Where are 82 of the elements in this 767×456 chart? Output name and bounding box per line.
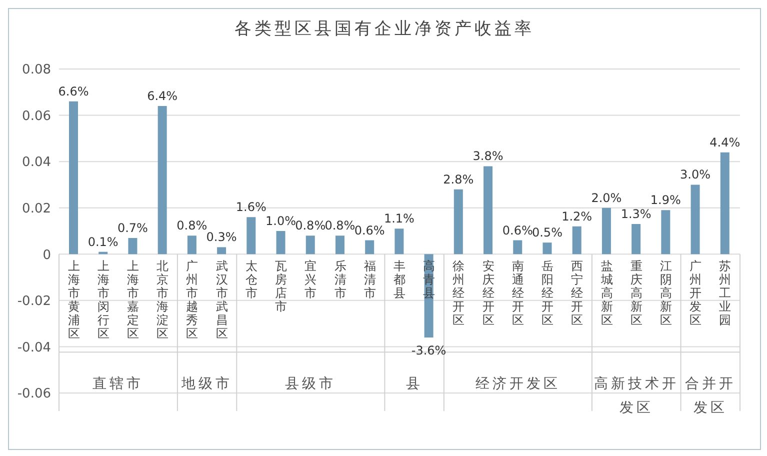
annotation: 县 xyxy=(406,376,423,392)
x-tick-label: 苏州工业园 xyxy=(719,259,732,328)
x-tick-label: 宜兴市 xyxy=(304,259,317,300)
data-label: -3.6% xyxy=(411,343,446,358)
data-label: 0.3% xyxy=(206,230,237,244)
annotation: 地级市 xyxy=(180,376,233,392)
x-tick-label: 盐城高新区 xyxy=(600,259,613,328)
bar xyxy=(572,226,582,254)
bar xyxy=(661,210,670,254)
data-label: 0.1% xyxy=(88,234,118,249)
data-label: 0.8% xyxy=(176,218,208,233)
chart-title: 各类型区县国有企业净资产收益率 xyxy=(234,18,536,40)
data-label: 6.4% xyxy=(147,89,178,104)
x-tick-label: 徐州经开区 xyxy=(452,259,465,328)
bar xyxy=(365,240,374,254)
annotation: 县级市 xyxy=(285,376,336,392)
x-tick-label: 江阴高新区 xyxy=(660,259,672,328)
bar xyxy=(246,217,256,254)
x-tick-label: 北京市海淀区 xyxy=(156,259,169,341)
data-label: 3.8% xyxy=(472,149,504,164)
bar xyxy=(484,166,493,254)
x-tick-label: 西宁经开区 xyxy=(571,259,584,328)
data-label: 4.4% xyxy=(710,135,740,150)
bar xyxy=(720,152,730,254)
data-label: 0.8% xyxy=(295,218,326,233)
bar xyxy=(158,106,167,254)
bar xyxy=(187,236,196,254)
x-tick-label: 南通经开区 xyxy=(512,259,524,328)
x-tick-label: 瓦房店市 xyxy=(275,259,288,314)
x-tick-label: 上海市闵行区 xyxy=(97,259,110,341)
data-label: 2.8% xyxy=(443,172,474,186)
annotation: 直辖市 xyxy=(92,376,144,392)
data-label: 1.9% xyxy=(650,193,681,208)
bar xyxy=(454,189,463,254)
data-label: 1.6% xyxy=(236,200,266,214)
x-tick-label: 岳阳经开区 xyxy=(542,259,554,328)
x-tick-label: 丰都县 xyxy=(394,259,406,300)
data-label: 1.2% xyxy=(562,209,592,224)
x-tick-label: 广州市越秀区 xyxy=(186,259,198,341)
y-tick-label: -0.04 xyxy=(17,340,51,356)
bar xyxy=(632,224,641,254)
bar xyxy=(217,247,226,254)
y-tick-label: 0.08 xyxy=(22,62,51,78)
bar xyxy=(690,184,700,254)
y-tick-label: -0.02 xyxy=(17,294,51,310)
bar xyxy=(306,236,315,254)
data-label: 0.6% xyxy=(502,223,533,238)
x-tick-label: 太仓市 xyxy=(245,259,258,300)
annotation: 高新技术开发区 xyxy=(594,376,679,416)
data-label: 6.6% xyxy=(58,84,89,98)
x-tick-label: 武汉市武昌区 xyxy=(216,259,228,341)
y-tick-label: 0.02 xyxy=(22,201,51,216)
data-label: 0.5% xyxy=(532,226,562,240)
bar xyxy=(128,238,138,254)
y-tick-label: 0 xyxy=(42,248,51,263)
data-label: 1.1% xyxy=(384,212,414,226)
annotation: 经济开发区 xyxy=(475,376,560,392)
x-tick-label: 乐清市 xyxy=(334,259,346,300)
y-tick-label: -0.06 xyxy=(17,386,51,402)
bar xyxy=(335,236,344,254)
bar xyxy=(602,208,611,254)
data-label: 3.0% xyxy=(680,168,711,182)
x-tick-label: 广州开发区 xyxy=(690,259,702,328)
y-tick-label: 0.04 xyxy=(22,155,51,170)
x-tick-label: 福清市 xyxy=(364,259,376,300)
x-tick-label: 重庆高新区 xyxy=(630,259,642,328)
bar xyxy=(513,240,522,254)
bar xyxy=(69,101,78,254)
annotation: 合并开发区 xyxy=(684,376,736,416)
data-label: 1.0% xyxy=(266,214,296,228)
data-label: 0.6% xyxy=(354,223,385,238)
y-tick-label: 0.06 xyxy=(22,108,51,124)
x-tick-label: 上海市嘉定区 xyxy=(127,259,140,341)
data-label: 0.7% xyxy=(117,220,148,235)
x-tick-label: 安庆经开区 xyxy=(482,259,494,328)
bar xyxy=(542,242,552,254)
data-label: 1.3% xyxy=(620,207,652,222)
x-tick-label: 上海市黄浦区 xyxy=(68,259,80,341)
bar xyxy=(394,228,404,254)
data-label: 2.0% xyxy=(591,190,622,205)
data-label: 0.8% xyxy=(324,218,356,233)
bar xyxy=(276,231,286,254)
